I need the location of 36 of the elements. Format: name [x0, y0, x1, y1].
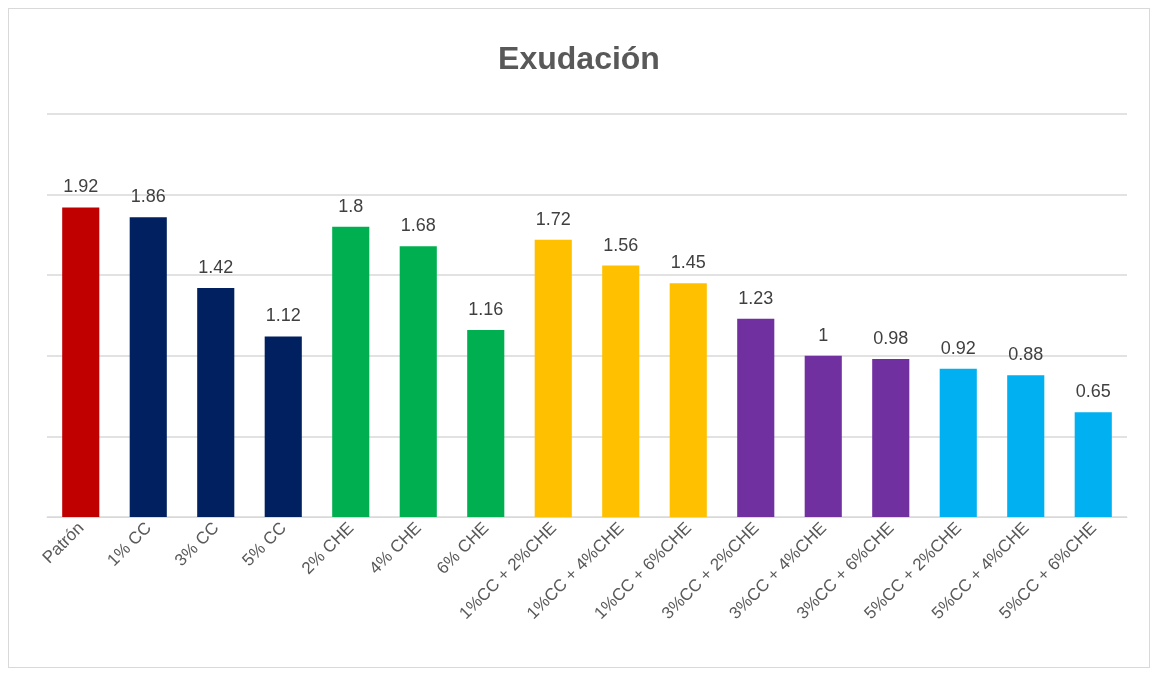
x-tick-label: 1% CC: [103, 518, 155, 570]
data-label: 0.88: [1008, 344, 1044, 365]
bar: [264, 336, 302, 517]
data-label: 1.92: [63, 176, 99, 197]
data-label: 1.68: [400, 215, 436, 236]
bar: [669, 283, 707, 517]
data-label: 1.12: [265, 305, 301, 326]
bar: [332, 226, 370, 517]
bar: [1007, 375, 1045, 517]
data-label: 1: [818, 324, 829, 345]
x-tick-label: 5% CC: [238, 518, 290, 570]
data-label: 1.42: [198, 257, 234, 278]
data-label: 1.45: [670, 252, 706, 273]
data-label: 0.98: [873, 328, 909, 349]
bar: [1074, 412, 1112, 517]
bar: [399, 246, 437, 517]
data-label: 1.16: [468, 299, 504, 320]
bar: [62, 207, 100, 517]
data-label: 1.72: [535, 208, 571, 229]
chart-title: Exudación: [498, 40, 660, 76]
data-label: 0.65: [1075, 381, 1111, 402]
bar: [602, 265, 640, 517]
bar: [467, 330, 505, 517]
bar: [197, 288, 235, 517]
data-label: 0.92: [940, 337, 976, 358]
bar: [534, 239, 572, 517]
bar: [872, 359, 910, 517]
data-label: 1.56: [603, 234, 639, 255]
data-label: 1.23: [738, 287, 774, 308]
bar: [939, 368, 977, 517]
bar: [737, 318, 775, 517]
bar: [129, 217, 167, 517]
data-label: 1.86: [130, 186, 166, 207]
data-label: 1.8: [338, 195, 364, 216]
bar: [804, 355, 842, 517]
x-tick-label: 3% CC: [170, 518, 223, 570]
